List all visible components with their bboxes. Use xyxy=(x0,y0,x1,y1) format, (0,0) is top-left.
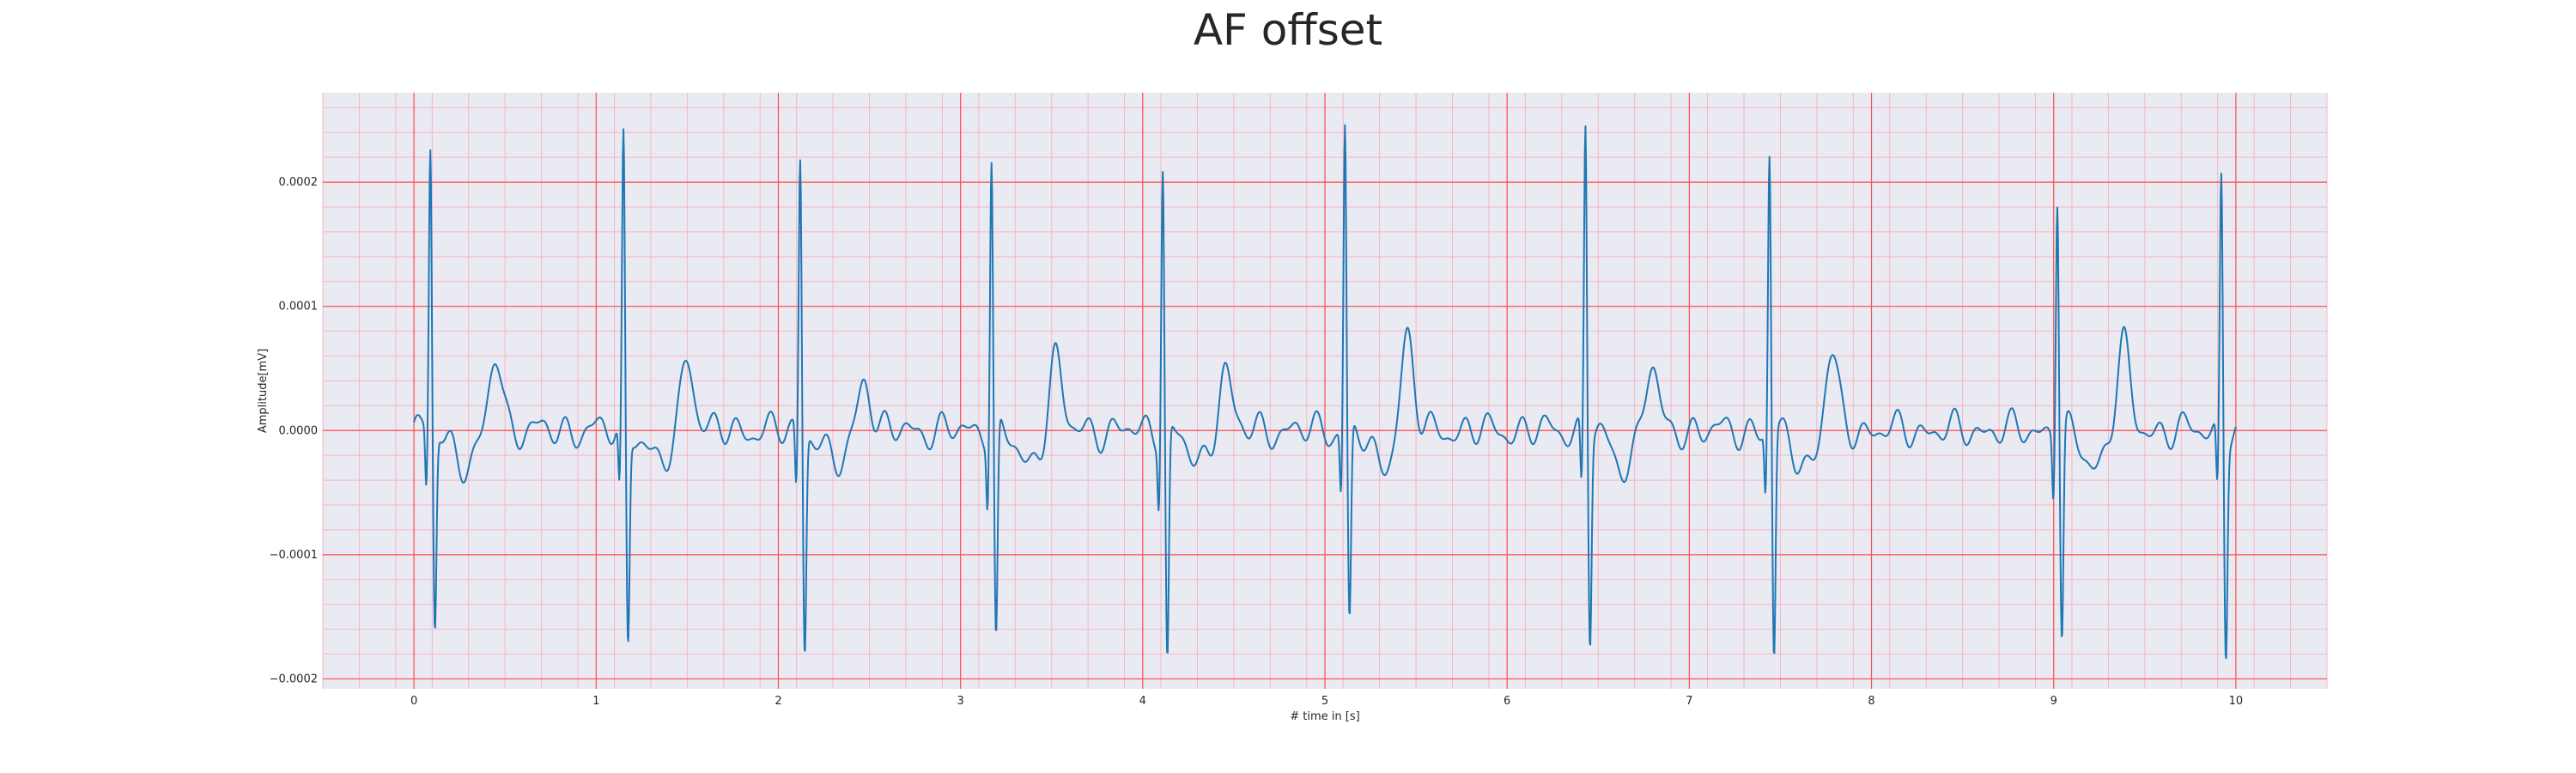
x-axis-ticks: 0 1 2 3 4 5 6 7 8 9 10 xyxy=(410,695,2243,708)
y-tick-label: −0.0002 xyxy=(270,673,318,685)
x-tick-label: 5 xyxy=(1321,695,1328,708)
y-tick-label: 0.0000 xyxy=(279,424,319,437)
x-tick-label: 7 xyxy=(1686,695,1692,708)
chart-title: AF offset xyxy=(1194,5,1382,55)
y-axis-ticks: −0.0002 −0.0001 0.0000 0.0001 0.0002 xyxy=(270,176,318,685)
x-tick-label: 9 xyxy=(2050,695,2057,708)
x-tick-label: 1 xyxy=(592,695,599,708)
x-tick-label: 0 xyxy=(410,695,417,708)
y-tick-label: −0.0001 xyxy=(270,549,318,562)
major-grid xyxy=(323,93,2327,689)
x-axis-label: # time in [s] xyxy=(1290,710,1359,723)
x-tick-label: 4 xyxy=(1139,695,1146,708)
x-tick-label: 2 xyxy=(775,695,781,708)
ecg-signal-line xyxy=(413,124,2237,660)
x-tick-label: 3 xyxy=(957,695,963,708)
x-tick-label: 10 xyxy=(2229,695,2244,708)
x-tick-label: 8 xyxy=(1868,695,1874,708)
x-tick-label: 6 xyxy=(1504,695,1510,708)
y-tick-label: 0.0001 xyxy=(279,301,319,313)
y-axis-label: Amplitude[mV] xyxy=(257,349,270,433)
y-tick-label: 0.0002 xyxy=(279,176,319,189)
